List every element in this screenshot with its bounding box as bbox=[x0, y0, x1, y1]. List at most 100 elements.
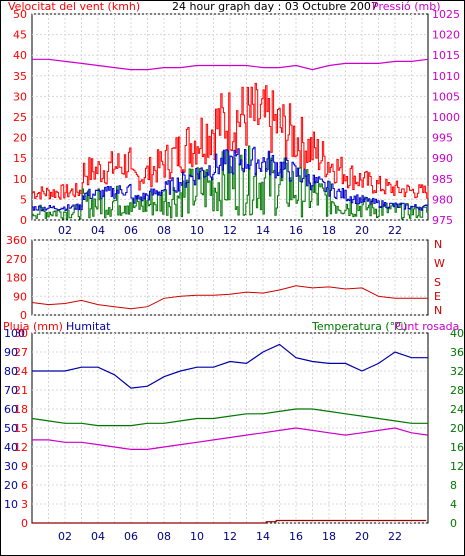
compass-n-top: N bbox=[434, 238, 442, 251]
compass-s: S bbox=[434, 276, 441, 289]
rain-y-tick-label: 18 bbox=[14, 403, 28, 416]
direction-y-tick-label: 90 bbox=[13, 290, 27, 303]
pressure-y-tick-label: 1020 bbox=[432, 29, 460, 42]
wind-y-tick-label: 15 bbox=[13, 152, 27, 165]
pressure-y-tick-label: 990 bbox=[432, 152, 453, 165]
wind-low-line bbox=[32, 145, 429, 220]
humidity-y-tick-label: 20 bbox=[4, 479, 18, 492]
rain-y-tick-label: 12 bbox=[14, 441, 28, 454]
rain-y-tick-label: 15 bbox=[14, 422, 28, 435]
pressure-line bbox=[32, 58, 429, 71]
wind-y-tick-label: 0 bbox=[20, 214, 27, 227]
graph-title: 24 hour graph day : 03 Octubre 2007 bbox=[172, 0, 378, 13]
rain-y-tick-label: 9 bbox=[21, 460, 28, 473]
x-tick-label: 22 bbox=[388, 530, 402, 543]
wind-y-tick-label: 5 bbox=[20, 193, 27, 206]
compass-w: W bbox=[434, 257, 445, 270]
x-tick-label: 20 bbox=[355, 224, 369, 237]
x-tick-label: 12 bbox=[223, 224, 237, 237]
wind-y-tick-label: 30 bbox=[13, 90, 27, 103]
compass-e: E bbox=[434, 290, 441, 303]
x-tick-label: 04 bbox=[91, 530, 105, 543]
x-tick-label: 06 bbox=[124, 224, 138, 237]
temperature-y-tick-label: 4 bbox=[450, 498, 457, 511]
x-tick-label: 16 bbox=[289, 530, 303, 543]
humidity-y-tick-label: 30 bbox=[4, 460, 18, 473]
wind-y-tick-label: 10 bbox=[13, 173, 27, 186]
pressure-y-tick-label: 975 bbox=[432, 214, 453, 227]
wind-gust-line bbox=[32, 82, 429, 200]
temperature-label: Temperatura (°C) bbox=[311, 320, 407, 333]
rain-y-tick-label: 30 bbox=[14, 327, 28, 340]
pressure-y-tick-label: 1010 bbox=[432, 70, 460, 83]
wind-y-tick-label: 40 bbox=[13, 49, 27, 62]
pressure-y-tick-label: 985 bbox=[432, 173, 453, 186]
x-tick-label: 14 bbox=[256, 224, 270, 237]
wind-avg-line bbox=[32, 146, 429, 212]
temperature-y-tick-label: 36 bbox=[450, 346, 464, 359]
humidity-y-tick-label: 40 bbox=[4, 441, 18, 454]
direction-y-tick-label: 180 bbox=[6, 272, 27, 285]
x-tick-label: 02 bbox=[58, 530, 72, 543]
rain-y-tick-label: 6 bbox=[21, 479, 28, 492]
x-tick-label: 04 bbox=[91, 224, 105, 237]
direction-y-tick-label: 360 bbox=[6, 234, 27, 247]
temperature-y-tick-label: 16 bbox=[450, 441, 464, 454]
humidity-y-tick-label: 70 bbox=[4, 384, 18, 397]
x-tick-label: 10 bbox=[190, 224, 204, 237]
pressure-y-tick-label: 1015 bbox=[432, 49, 460, 62]
humidity-y-tick-label: 90 bbox=[4, 346, 18, 359]
x-tick-label: 18 bbox=[322, 224, 336, 237]
humidity-y-tick-label: 80 bbox=[4, 365, 18, 378]
temperature-y-tick-label: 40 bbox=[450, 327, 464, 340]
temperature-y-tick-label: 32 bbox=[450, 365, 464, 378]
x-tick-label: 12 bbox=[223, 530, 237, 543]
pressure-title: Pressió (mb) bbox=[372, 0, 441, 13]
dewpoint-line bbox=[32, 427, 429, 450]
temperature-y-tick-label: 20 bbox=[450, 422, 464, 435]
x-tick-label: 22 bbox=[388, 224, 402, 237]
humidity-line bbox=[32, 343, 428, 389]
temperature-line bbox=[31, 408, 428, 427]
temperature-y-tick-label: 8 bbox=[450, 479, 457, 492]
x-tick-label: 18 bbox=[322, 530, 336, 543]
x-tick-label: 08 bbox=[157, 530, 171, 543]
x-tick-label: 02 bbox=[58, 224, 72, 237]
wind-y-tick-label: 20 bbox=[13, 132, 27, 145]
temperature-y-tick-label: 28 bbox=[450, 384, 464, 397]
pressure-y-tick-label: 995 bbox=[432, 132, 453, 145]
wind-y-tick-label: 45 bbox=[13, 29, 27, 42]
x-tick-label: 20 bbox=[355, 530, 369, 543]
compass-n-bottom: N bbox=[434, 304, 442, 317]
rain-y-tick-label: 0 bbox=[21, 517, 28, 530]
pressure-y-tick-label: 1005 bbox=[432, 90, 460, 103]
rain-y-tick-label: 24 bbox=[14, 365, 28, 378]
rain-line bbox=[32, 519, 427, 524]
x-tick-label: 06 bbox=[124, 530, 138, 543]
temperature-y-tick-label: 24 bbox=[450, 403, 464, 416]
pressure-y-tick-label: 980 bbox=[432, 193, 453, 206]
x-tick-label: 14 bbox=[256, 530, 270, 543]
rain-y-tick-label: 27 bbox=[14, 346, 28, 359]
temperature-y-tick-label: 0 bbox=[450, 517, 457, 530]
wind-title: Velocitat del vent (kmh) bbox=[8, 0, 140, 13]
humidity-y-tick-label: 10 bbox=[4, 498, 18, 511]
pressure-y-tick-label: 1025 bbox=[432, 8, 460, 21]
humidity-y-tick-label: 60 bbox=[4, 403, 18, 416]
x-tick-label: 08 bbox=[157, 224, 171, 237]
pressure-y-tick-label: 1000 bbox=[432, 111, 460, 124]
direction-line bbox=[31, 285, 428, 310]
x-tick-label: 16 bbox=[289, 224, 303, 237]
rain-label: Pluja (mm) bbox=[3, 320, 63, 333]
temperature-y-tick-label: 12 bbox=[450, 460, 464, 473]
direction-y-tick-label: 0 bbox=[20, 309, 27, 322]
wind-y-tick-label: 50 bbox=[13, 8, 27, 21]
direction-y-tick-label: 270 bbox=[6, 253, 27, 266]
rain-y-tick-label: 21 bbox=[14, 384, 28, 397]
dewpoint-label: Punt rosada bbox=[394, 320, 459, 333]
humidity-label: Humitat bbox=[66, 320, 111, 333]
wind-y-tick-label: 25 bbox=[13, 111, 27, 124]
wind-y-tick-label: 35 bbox=[13, 70, 27, 83]
